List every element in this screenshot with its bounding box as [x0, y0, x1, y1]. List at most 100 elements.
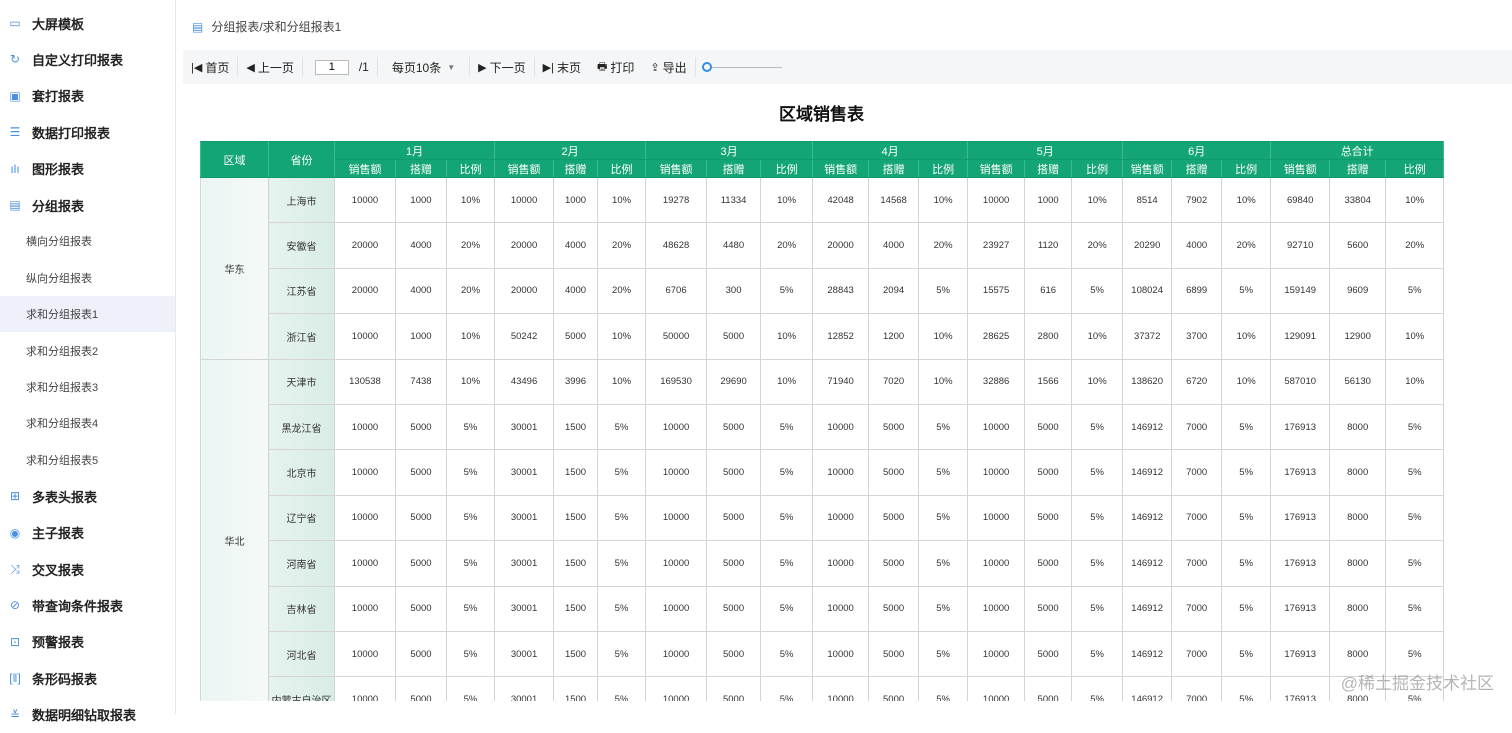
sidebar-item[interactable]: ⊡ 预警报表 — [0, 624, 175, 660]
header-subcol: 比例 — [760, 159, 814, 178]
print-button[interactable]: 🖶 打印 — [589, 57, 642, 77]
header-month: 总合计 — [1270, 141, 1444, 160]
value-cell: 7000 — [1171, 585, 1223, 632]
value-cell: 7000 — [1171, 676, 1223, 701]
sidebar-item[interactable]: ▣ 套打报表 — [0, 78, 175, 114]
sidebar-item[interactable]: 求和分组报表3 — [0, 369, 175, 405]
sidebar-item[interactable]: 纵向分组报表 — [0, 260, 175, 296]
sidebar-item[interactable]: 求和分组报表2 — [0, 333, 175, 369]
sidebar-item[interactable]: [‖] 条形码报表 — [0, 660, 175, 696]
value-cell: 5% — [918, 494, 969, 542]
value-cell: 6706 — [645, 267, 708, 315]
sidebar-item[interactable]: ☰ 数据打印报表 — [0, 114, 175, 150]
value-cell: 7000 — [1171, 449, 1223, 496]
value-cell: 5000 — [1024, 676, 1073, 701]
sidebar-item-label: 条形码报表 — [32, 671, 98, 687]
value-cell: 5000 — [706, 449, 762, 496]
value-cell: 5000 — [868, 449, 920, 496]
header-region: 区域 — [200, 141, 269, 178]
sidebar-item[interactable]: ılı 图形报表 — [0, 151, 175, 187]
sidebar-item[interactable]: ◉ 主子报表 — [0, 515, 175, 551]
value-cell: 10% — [1221, 313, 1272, 360]
value-cell: 6899 — [1171, 267, 1223, 315]
sidebar-item[interactable]: 求和分组报表4 — [0, 405, 175, 441]
value-cell: 20290 — [1122, 222, 1173, 269]
per-page-select[interactable]: 每页10条 ▼ — [378, 57, 471, 77]
header-month: 1月 — [333, 141, 496, 160]
header-subcol: 搭赠 — [706, 159, 762, 178]
province-cell: 河北省 — [268, 630, 335, 678]
sidebar-item[interactable]: ⊘ 带查询条件报表 — [0, 587, 175, 623]
value-cell: 30001 — [494, 494, 555, 542]
table-row: 吉林省 10000 5000 5% 30001 1500 5% 10000 5000 5% 1000… — [201, 585, 1444, 632]
value-cell: 20% — [1071, 222, 1124, 269]
header-month: 6月 — [1122, 141, 1272, 160]
province-cell: 吉林省 — [268, 585, 335, 632]
value-cell: 5% — [918, 676, 969, 701]
table-row: 江苏省 20000 4000 20% 20000 4000 20% 6706 300 5% 2884… — [201, 267, 1444, 315]
watermark: @稀土掘金技术社区 — [1340, 674, 1494, 693]
sidebar-item[interactable]: ≚ 数据明细钻取报表 — [0, 697, 175, 733]
value-cell: 30001 — [494, 540, 555, 587]
value-cell: 5000 — [868, 494, 920, 542]
value-cell: 7020 — [868, 358, 920, 405]
prev-page-button[interactable]: ◀ 上一页 — [238, 57, 303, 77]
value-cell: 5% — [445, 585, 496, 632]
header-subcol: 销售额 — [1270, 159, 1331, 178]
header-province: 省份 — [268, 141, 335, 178]
value-cell: 10000 — [812, 585, 870, 632]
value-cell: 30001 — [494, 676, 555, 701]
value-cell: 5% — [1071, 403, 1124, 451]
last-page-button[interactable]: ▶| 末页 — [535, 57, 589, 77]
grid-icon: ⊞ — [9, 489, 21, 504]
value-cell: 7902 — [1171, 176, 1223, 224]
sidebar-item[interactable]: ⤨ 交叉报表 — [0, 551, 175, 587]
value-cell: 146912 — [1122, 540, 1173, 587]
value-cell: 5% — [918, 449, 969, 496]
print-label: 打印 — [610, 60, 635, 75]
last-page-label: 末页 — [556, 60, 581, 75]
header-month: 3月 — [645, 141, 814, 160]
sidebar-item[interactable]: 横向分组报表 — [0, 223, 175, 259]
value-cell: 1000 — [553, 176, 599, 224]
sidebar-item[interactable]: ⊞ 多表头报表 — [0, 478, 175, 514]
value-cell: 10000 — [812, 449, 870, 496]
value-cell: 5% — [760, 630, 814, 678]
next-page-label: 下一页 — [489, 60, 526, 75]
province-cell: 北京市 — [268, 449, 335, 496]
value-cell: 5% — [1385, 494, 1444, 542]
slider-track — [705, 67, 782, 68]
sidebar-item[interactable]: ▤ 分组报表 — [0, 187, 175, 223]
value-cell: 138620 — [1122, 358, 1173, 405]
export-button[interactable]: ⇪ 导出 — [642, 57, 696, 77]
first-page-button[interactable]: |◀ 首页 — [183, 57, 239, 77]
value-cell: 587010 — [1270, 358, 1331, 405]
zoom-slider[interactable] — [701, 60, 782, 74]
value-cell: 7000 — [1171, 403, 1223, 451]
slider-handle[interactable] — [701, 62, 712, 72]
value-cell: 10% — [760, 176, 814, 224]
next-page-button[interactable]: ▶ 下一页 — [470, 57, 535, 77]
value-cell: 10% — [445, 313, 496, 360]
value-cell: 1200 — [868, 313, 920, 360]
value-cell: 10000 — [967, 540, 1026, 587]
value-cell: 146912 — [1122, 403, 1173, 451]
sidebar-item[interactable]: ↻ 自定义打印报表 — [0, 41, 175, 77]
page-number-input[interactable] — [314, 59, 349, 75]
database-icon: ☰ — [9, 125, 21, 140]
sidebar-item-label: 套打报表 — [32, 89, 85, 105]
value-cell: 20% — [918, 222, 969, 269]
value-cell: 20000 — [494, 267, 555, 315]
value-cell: 5% — [760, 676, 814, 701]
value-cell: 10000 — [812, 630, 870, 678]
value-cell: 10% — [1385, 313, 1444, 360]
sidebar-item[interactable]: 求和分组报表1 — [0, 296, 175, 333]
sidebar-item[interactable]: 求和分组报表5 — [0, 442, 175, 478]
value-cell: 5% — [597, 540, 647, 587]
value-cell: 12852 — [812, 313, 870, 360]
header-subcol: 销售额 — [1122, 159, 1173, 178]
sidebar-item[interactable]: ▭ 大屏模板 — [0, 5, 175, 41]
value-cell: 20% — [445, 267, 496, 315]
value-cell: 176913 — [1270, 494, 1331, 542]
value-cell: 8000 — [1329, 585, 1387, 632]
